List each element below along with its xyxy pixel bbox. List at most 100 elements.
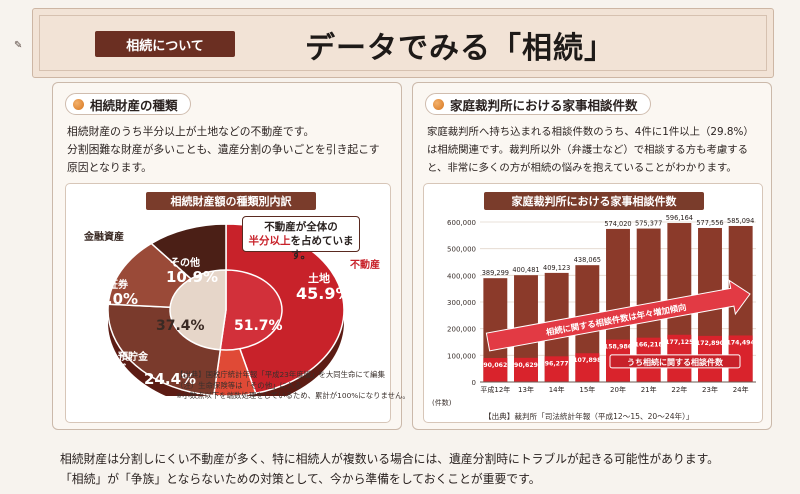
slice-value-other: 10.9% (166, 268, 219, 286)
paragraph-line: と、非常に多くの方が相続の悩みを抱えていることがわかります。 (427, 162, 737, 174)
section-heading: 相続財産の種類 (65, 93, 191, 115)
callout-line: 不動産が全体の (264, 221, 338, 233)
slice-value-cash: 24.4% (144, 370, 197, 388)
callout-highlight: 半分以上 (248, 235, 291, 247)
paragraph-line: 相続財産のうち半分以上が土地などの不動産です。 (67, 125, 315, 138)
callout-line: 半分以上を占めています。 (243, 234, 359, 262)
x-tick-label: 23年 (702, 385, 718, 394)
slice-label-land: 土地 (308, 272, 330, 285)
note-line: ※小数点以下を端数処理をしているため、累計が100%になりません。 (176, 391, 410, 400)
bar-inheritance (514, 357, 538, 382)
y-tick-label: 200,000 (447, 326, 476, 334)
section-paragraph: 相続財産のうち半分以上が土地などの不動産です。 分割困難な財産が多いことも、遺産… (67, 123, 380, 177)
slice-label-house: 家屋 (226, 394, 248, 407)
bar-total-label: 585,094 (727, 217, 754, 225)
bar-inheritance (483, 357, 508, 382)
slice-label-other: その他 (170, 258, 200, 269)
bar-total-label: 389,299 (482, 269, 509, 277)
slice-label-cash: 現金・預貯金 (88, 352, 148, 363)
inner-slice-real-estate (219, 269, 283, 351)
summary-line-2: 「相続」が「争族」とならないための対策として、今から準備をしておくことが重要です… (60, 472, 541, 486)
y-tick-label: 400,000 (447, 272, 476, 280)
header-frame (39, 15, 767, 71)
section-heading: 家庭裁判所における家事相談件数 (425, 93, 651, 115)
bar-total-label: 400,481 (512, 266, 539, 274)
group-label-real-estate: 不動産 (350, 260, 380, 271)
pie-chart-title: 相続財産額の種類別内訳 (146, 192, 316, 210)
bar-inheritance-label: 90,062 (483, 362, 507, 369)
bar-chart: 0 100,000 200,000 300,000 400,000 500,000 600,… (447, 214, 756, 394)
bar-inheritance-label: 174,494 (727, 339, 756, 346)
bar-inheritance (544, 356, 569, 382)
slice-value-securities: 13.0% (86, 290, 139, 308)
bar-total-label: 409,123 (543, 264, 570, 272)
section-paragraph: 家庭裁判所へ持ち込まれる相談件数のうち、4件に1件以上（29.8%） は相続関連… (427, 123, 754, 177)
inner-value-financial: 37.4% (156, 318, 205, 334)
legend-text: うち相続に関する相談件数 (627, 357, 724, 367)
pie-chart (107, 223, 345, 396)
bar-total-label: 596,164 (666, 214, 693, 222)
x-tick-label: 平成12年 (480, 385, 510, 394)
slice-value-house: 5.7% (216, 406, 255, 422)
note-line: 【出典】国税庁統計年報「平成23年度版」を大同生命にて編集 (176, 370, 385, 379)
pin-icon: ✎ (14, 40, 23, 51)
bar-inheritance (575, 353, 600, 382)
x-tick-label: 20年 (610, 385, 626, 394)
y-tick-label: 100,000 (447, 352, 476, 360)
bar-inheritance-label: 90,629 (514, 362, 538, 369)
bar-inheritance-label: 96,277 (545, 360, 569, 367)
y-tick-label: 300,000 (447, 299, 476, 307)
paragraph-line: は相続関連です。裁判所以外（弁護士など）で相談する方も考慮する (427, 144, 749, 156)
bar-total-label: 574,020 (604, 220, 631, 228)
trend-arrow (485, 279, 751, 352)
y-tick-label: 500,000 (447, 246, 476, 254)
bar-source: 【出典】裁判所「司法統計年報（平成12〜15、20〜24年）」 (484, 412, 694, 421)
inheritance-assets-panel: 相続財産の種類 相続財産のうち半分以上が土地などの不動産です。 分割困難な財産が… (52, 82, 410, 430)
bullet-icon (433, 99, 444, 110)
legend-box (609, 354, 741, 369)
paragraph-line: 分割困難な財産が多いことも、遺産分割の争いごとを引き起こす (67, 143, 380, 156)
group-label-financial: 金融資産 (84, 232, 124, 243)
pie-chart-box: 相続財産額の種類別内訳 不動産が全体の 半分以上を占めています。 金融資産 不動… (65, 183, 410, 423)
bar-inheritance-label: 177,125 (665, 339, 693, 346)
page-header: 相続について データでみる「相続」 (32, 8, 774, 78)
bar-inheritance-label: 172,890 (696, 340, 725, 347)
slice-label-cash-2: など (106, 364, 126, 375)
page-title: データでみる「相続」 (305, 31, 615, 66)
heading-text: 家庭裁判所における家事相談件数 (450, 97, 638, 113)
y-tick-label: 600,000 (447, 219, 476, 227)
bar-total-label: 438,065 (574, 256, 601, 264)
bar-unit: (件数) (432, 399, 452, 407)
heading-text: 相続財産の種類 (90, 97, 178, 113)
bar-inheritance-label: 158,986 (604, 344, 632, 351)
bar-chart-box: 家庭裁判所における家事相談件数 0 100,000 200,000 300,000 40… (423, 183, 763, 423)
x-tick-label: 14年 (549, 385, 565, 394)
pie-notes: 【出典】国税庁統計年報「平成23年度版」を大同生命にて編集 （注）生命保険等は「… (176, 370, 410, 402)
x-tick-label: 21年 (641, 385, 657, 394)
x-tick-label: 22年 (671, 385, 687, 394)
paragraph-line: 原因となります。 (67, 161, 152, 174)
bar-chart-title: 家庭裁判所における家事相談件数 (484, 192, 704, 210)
callout-tail: を占めています。 (290, 235, 354, 261)
summary-line-1: 相続財産は分割しにくい不動産が多く、特に相続人が複数いる場合には、遺産分割時にト… (60, 452, 719, 466)
slice-value-land: 45.9% (296, 284, 352, 303)
inner-value-real-estate: 51.7% (234, 318, 283, 334)
callout-box: 不動産が全体の 半分以上を占めています。 (242, 216, 360, 261)
bar-total (483, 278, 508, 382)
x-tick-label: 13年 (518, 385, 534, 394)
bar-inheritance (728, 335, 753, 382)
bar-total-label: 577,556 (696, 219, 723, 227)
x-tick-label: 24年 (733, 385, 749, 394)
family-court-panel: 家庭裁判所における家事相談件数 家庭裁判所へ持ち込まれる相談件数のうち、4件に1… (412, 82, 772, 430)
note-line: （注）生命保険等は「その他」に入る (176, 380, 302, 390)
x-tick-label: 15年 (579, 385, 595, 394)
paragraph-line: 家庭裁判所へ持ち込まれる相談件数のうち、4件に1件以上（29.8%） (427, 126, 754, 138)
bar-total-label: 575,377 (635, 220, 662, 228)
inner-slice-financial (169, 269, 227, 351)
bar-inheritance-label: 107,898 (573, 357, 601, 364)
slice-label-securities: 有価証券 (88, 280, 128, 291)
header-tag: 相続について (95, 31, 235, 57)
bullet-icon (73, 99, 84, 110)
bar-inheritance-label: 166,218 (635, 342, 663, 349)
y-tick-label: 0 (472, 379, 476, 387)
